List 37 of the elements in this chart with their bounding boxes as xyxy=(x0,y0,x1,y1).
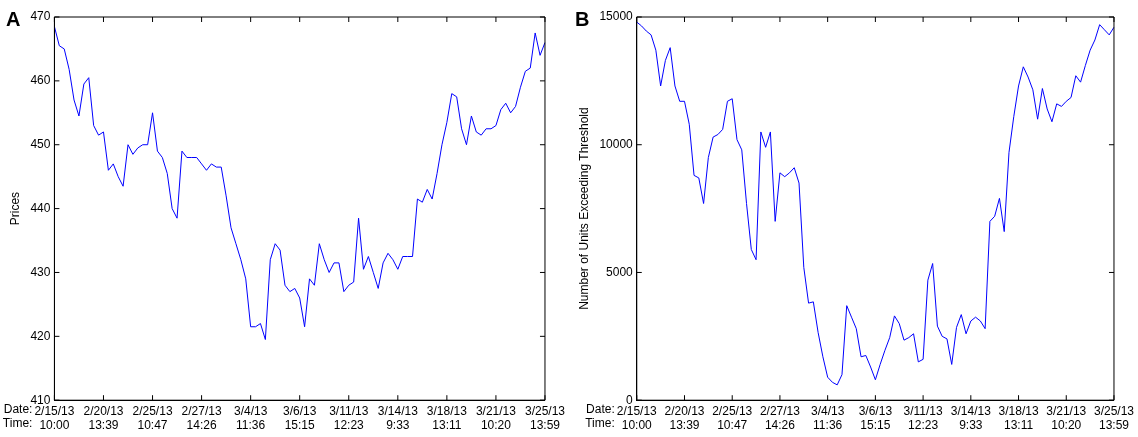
y-axis-title: Number of Units Exceeding Threshold xyxy=(576,107,591,310)
x-tick-label: 2/20/13 13:39 xyxy=(664,403,705,433)
x-tick-label: 2/27/13 14:26 xyxy=(759,403,801,433)
y-axis-title: Prices xyxy=(7,191,22,226)
text: Date: xyxy=(586,401,615,416)
y-tick-label: 460 xyxy=(30,73,51,88)
y-tick-label: 5000 xyxy=(606,264,634,279)
x-tick-label: 3/6/13 15:15 xyxy=(858,403,893,433)
x-tick-label: 3/18/13 13:11 xyxy=(426,403,468,433)
y-tick-label: 430 xyxy=(30,264,51,279)
x-tick-label: 3/21/13 10:20 xyxy=(1046,403,1087,433)
x-tick-label: 3/18/13 13:11 xyxy=(998,403,1039,433)
x-tick-label: 3/11/13 12:23 xyxy=(903,403,943,433)
x-tick-label: 3/25/13 13:59 xyxy=(524,403,566,433)
x-tick-label: 3/14/13 9:33 xyxy=(377,403,419,433)
y-tick-label: 15000 xyxy=(599,9,634,24)
x-tick-label: 3/25/13 13:59 xyxy=(1093,403,1135,433)
y-tick-label: 470 xyxy=(30,9,51,24)
x-tick-label: 2/20/13 13:39 xyxy=(83,403,124,433)
x-tick-label: 3/6/13 15:15 xyxy=(283,403,317,433)
x-tick-label: 2/25/13 10:47 xyxy=(132,403,173,433)
y-tick-label: 450 xyxy=(30,137,51,152)
x-tick-label: 3/14/13 9:33 xyxy=(950,403,992,433)
x-tick-label: 3/21/13 10:20 xyxy=(475,403,517,433)
chart-title: A xyxy=(6,7,21,30)
y-tick-label: 440 xyxy=(30,200,51,215)
y-tick-label: 10000 xyxy=(599,137,634,152)
y-tick-label: 420 xyxy=(30,328,51,343)
text: Date: xyxy=(3,401,33,416)
x-tick-label: 2/25/13 10:47 xyxy=(712,403,753,433)
x-tick-label: 3/11/13 12:23 xyxy=(329,403,369,433)
x-tick-label: 3/4/13 11:36 xyxy=(233,403,268,433)
x-tick-label: 3/4/13 11:36 xyxy=(810,403,845,433)
text: Time: xyxy=(2,415,33,430)
chart-title: B xyxy=(575,7,590,30)
text: Time: xyxy=(585,415,615,430)
x-tick-label: 2/27/13 14:26 xyxy=(181,403,222,433)
